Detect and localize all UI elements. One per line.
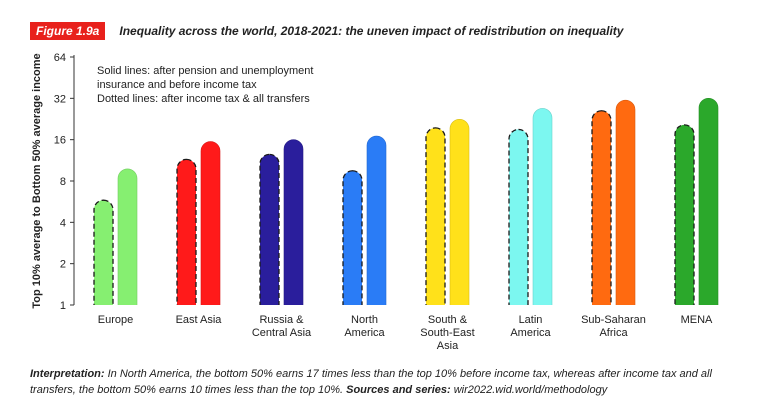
x-tick-label: Latin America — [510, 314, 551, 339]
x-tick-label-line: Central Asia — [252, 327, 312, 339]
bar-after-transfers — [176, 158, 197, 305]
bar-after-transfers — [342, 170, 363, 305]
interpretation-label: Interpretation: — [30, 368, 105, 380]
y-tick-label: 2 — [60, 259, 66, 271]
y-tick-label: 8 — [60, 176, 66, 188]
interpretation-text: In North America, the bottom 50% earns 1… — [30, 368, 712, 396]
y-tick-label: 16 — [54, 135, 66, 147]
bar-before-tax — [532, 108, 553, 306]
x-tick-label: East Asia — [176, 314, 223, 326]
x-tick-label-line: Latin — [519, 314, 543, 326]
figure-label: Figure 1.9a — [30, 22, 106, 40]
y-tick-label: 32 — [54, 93, 66, 105]
bar-after-transfers — [93, 199, 114, 305]
x-tick-label: Russia & Central Asia — [252, 314, 312, 339]
bar-before-tax — [449, 119, 470, 305]
x-tick-label: North America — [344, 314, 385, 339]
y-tick-label: 1 — [60, 300, 66, 312]
legend-line: Dotted lines: after income tax & all tra… — [97, 93, 310, 105]
bar-after-transfers — [425, 127, 446, 305]
bar-after-transfers — [259, 153, 280, 305]
sources-label: Sources and series: — [343, 384, 451, 396]
x-tick-label-line: South & — [428, 314, 468, 326]
bar-before-tax — [117, 168, 138, 305]
x-tick-label-line: America — [344, 327, 385, 339]
y-tick-label: 4 — [60, 217, 66, 229]
bar-before-tax — [366, 135, 387, 306]
x-tick-label-line: South-East — [420, 327, 474, 339]
bar-chart: 1 2 4 8 16 32 64 Top 10% average to Bottom 50% … — [31, 52, 719, 352]
x-tick-label-line: MENA — [681, 314, 713, 326]
x-tick-label: South & South-East Asia — [420, 314, 474, 352]
x-tick-label: Sub-Saharan Africa — [581, 314, 646, 339]
y-tick-label: 64 — [54, 52, 66, 64]
x-tick-label-line: America — [510, 327, 551, 339]
bar-after-transfers — [508, 128, 529, 306]
bar-after-transfers — [591, 110, 612, 305]
x-tick-label-line: Russia & — [259, 314, 304, 326]
y-axis-title: Top 10% average to Bottom 50% average in… — [31, 53, 43, 308]
x-tick-label-line: Africa — [599, 327, 628, 339]
legend-line: Solid lines: after pension and unemploym… — [97, 65, 313, 77]
x-tick-label-line: Sub-Saharan — [581, 314, 646, 326]
x-tick-label-line: Europe — [98, 314, 133, 326]
bar-after-transfers — [674, 124, 695, 305]
x-tick-label: Europe — [98, 314, 133, 326]
x-tick-label: MENA — [681, 314, 713, 326]
sources-text: wir2022.wid.world/methodology — [450, 384, 608, 396]
bar-before-tax — [615, 99, 636, 306]
bar-before-tax — [200, 141, 221, 305]
bar-before-tax — [283, 139, 304, 305]
x-tick-label-line: North — [351, 314, 378, 326]
figure-title: Inequality across the world, 2018-2021: … — [119, 24, 624, 38]
x-tick-label-line: Asia — [437, 340, 459, 352]
x-tick-label-line: East Asia — [176, 314, 223, 326]
legend-note: Solid lines: after pension and unemploym… — [97, 65, 313, 105]
footer-note: Interpretation: In North America, the bo… — [30, 366, 750, 398]
figure-header: Figure 1.9a Inequality across the world,… — [30, 22, 623, 40]
bar-before-tax — [698, 98, 719, 306]
legend-line: insurance and before income tax — [97, 79, 257, 91]
